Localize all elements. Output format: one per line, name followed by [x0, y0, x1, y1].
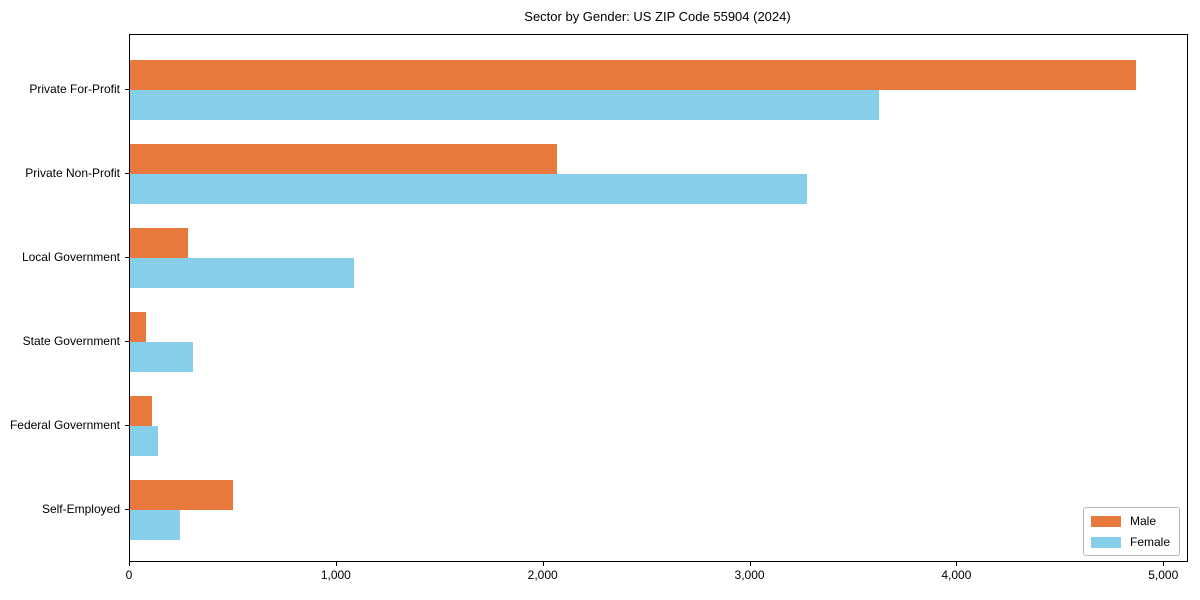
legend-swatch-male: [1090, 515, 1121, 527]
x-tickmark: [749, 562, 751, 566]
y-axis-label-state-government: State Government: [22, 333, 120, 348]
x-tickmark: [542, 562, 544, 566]
x-axis-label-0: 0: [125, 568, 133, 582]
y-tickmark: [125, 340, 129, 342]
y-tickmark: [125, 424, 129, 426]
y-tickmark: [125, 89, 129, 90]
chart-title: Sector by Gender: US ZIP Code 55904 (202…: [524, 9, 791, 24]
x-axis-label-1-000: 1,000: [320, 568, 351, 582]
y-axis-label-private-for-profit: Private For-Profit: [29, 82, 120, 96]
y-axis-label-local-government: Local Government: [21, 249, 120, 264]
legend: Male Female: [1082, 507, 1180, 556]
plot-area: Male Female: [129, 34, 1188, 562]
bar-female-private-non-profit: [130, 173, 808, 204]
bar-male-private-for-profit: [130, 60, 1137, 90]
bar-female-state-government: [130, 341, 193, 372]
x-tickmark: [129, 562, 130, 566]
bar-male-federal-government: [130, 395, 152, 426]
legend-label-male: Male: [1129, 514, 1156, 528]
x-axis-label-2-000: 2,000: [527, 568, 558, 582]
y-axis-label-self-employed: Self-Employed: [41, 501, 120, 516]
x-axis-label-5-000: 5,000: [1148, 568, 1179, 582]
bar-male-local-government: [130, 227, 188, 258]
bar-male-self-employed: [130, 479, 234, 510]
x-axis-label-4-000: 4,000: [941, 568, 972, 582]
x-tickmark: [335, 562, 337, 566]
bar-female-federal-government: [130, 425, 158, 456]
y-tickmark: [125, 172, 129, 174]
bar-female-private-for-profit: [130, 90, 879, 120]
y-axis-label-federal-government: Federal Government: [9, 417, 120, 432]
y-tickmark: [125, 508, 129, 510]
bar-female-local-government: [130, 257, 355, 288]
y-tickmark: [125, 256, 129, 258]
legend-entry-male: Male: [1090, 514, 1170, 528]
bar-female-self-employed: [130, 509, 181, 540]
legend-swatch-female: [1090, 536, 1121, 548]
y-axis-label-private-non-profit: Private Non-Profit: [25, 165, 120, 180]
x-tickmark: [1163, 562, 1165, 566]
bar-male-private-non-profit: [130, 143, 558, 174]
x-axis-label-3-000: 3,000: [734, 568, 765, 582]
x-tickmark: [956, 562, 958, 566]
bar-male-state-government: [130, 311, 146, 342]
legend-label-female: Female: [1129, 535, 1170, 549]
legend-entry-female: Female: [1090, 535, 1170, 549]
